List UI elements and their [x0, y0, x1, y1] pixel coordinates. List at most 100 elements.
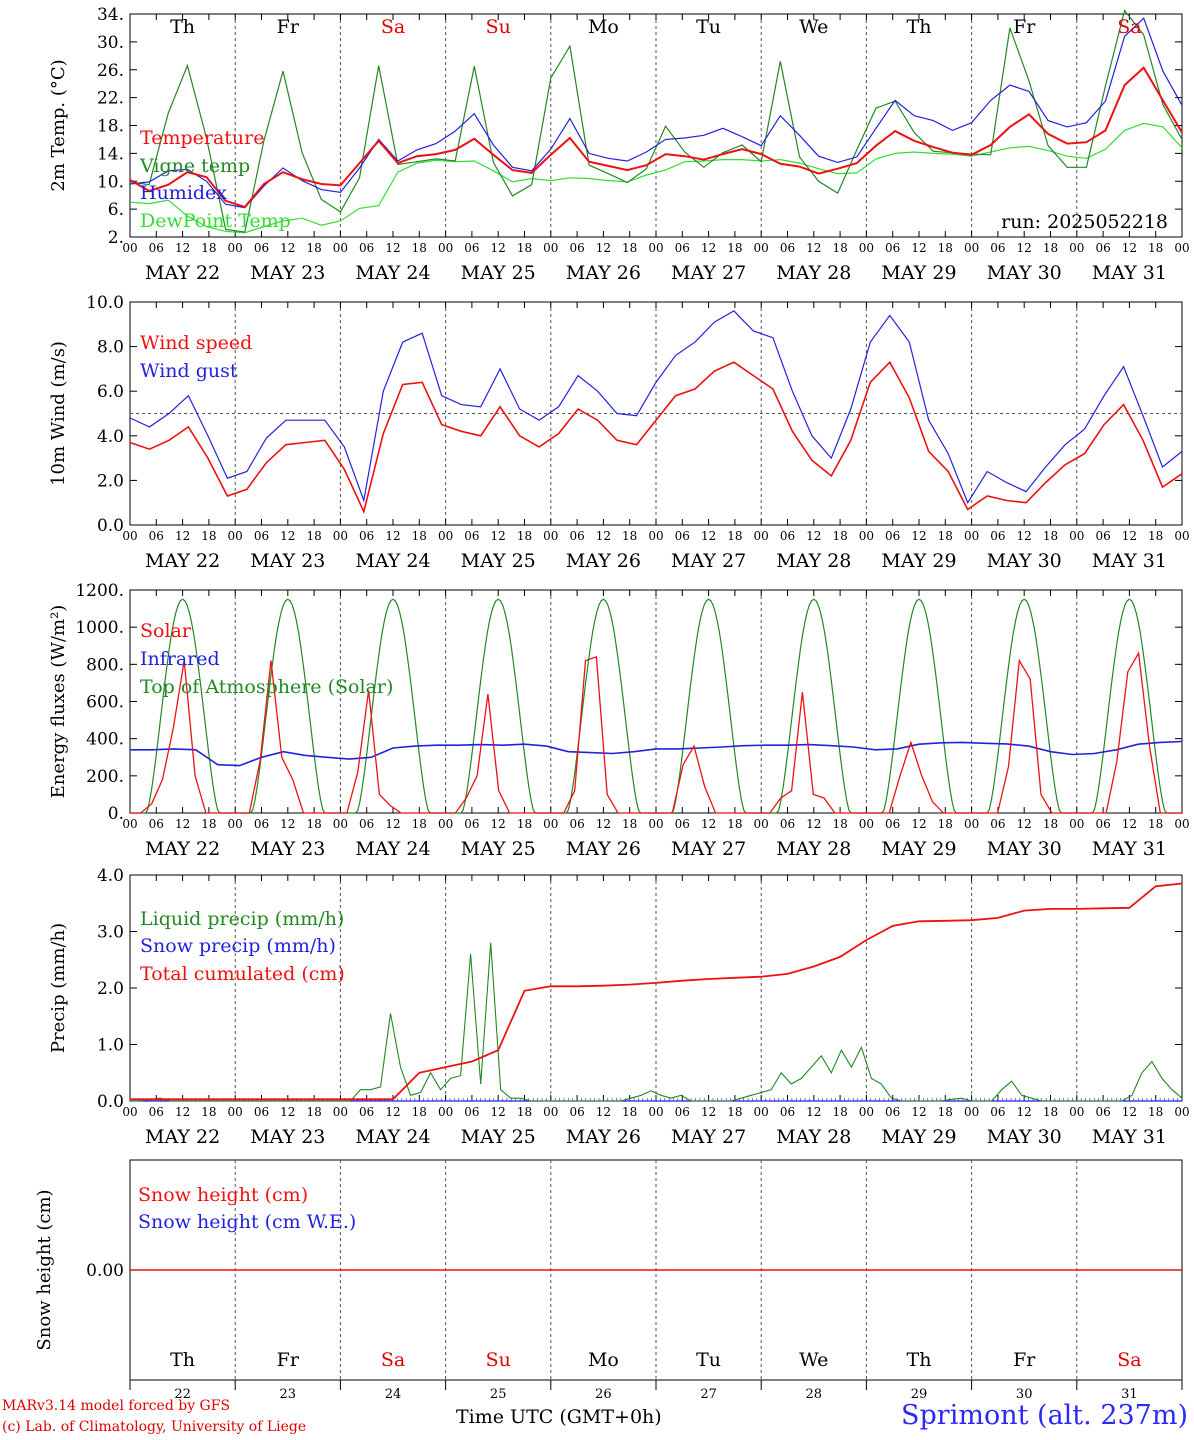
hour-tick-label: 06 — [780, 1105, 795, 1119]
series-line — [130, 740, 1183, 767]
day-name: Mo — [588, 16, 619, 38]
date-label: MAY 29 — [881, 1126, 956, 1148]
hour-tick-label: 18 — [727, 529, 742, 543]
hour-tick-label: 00 — [1174, 529, 1189, 543]
hour-tick-label: 18 — [201, 241, 216, 255]
y-axis-label: Precip (mm/h) — [48, 923, 69, 1053]
hour-tick-label: 18 — [727, 1105, 742, 1119]
y-tick-label: 2.0 — [97, 471, 124, 491]
day-number-label: 22 — [174, 1387, 191, 1402]
hour-tick-label: 12 — [596, 529, 611, 543]
hour-tick-label: 18 — [1148, 1105, 1163, 1119]
hour-tick-label: 06 — [359, 529, 374, 543]
hour-tick-label: 00 — [543, 241, 558, 255]
date-label: MAY 29 — [881, 838, 956, 860]
date-label: MAY 23 — [250, 838, 325, 860]
hour-tick-label: 12 — [806, 817, 821, 831]
legend-entry: DewPoint Temp — [140, 210, 291, 232]
day-name: Fr — [1013, 1349, 1036, 1371]
copyright-credit: (c) Lab. of Climatology, University of L… — [2, 1419, 307, 1435]
day-name: Th — [907, 16, 932, 38]
hour-tick-label: 18 — [727, 241, 742, 255]
hour-tick-label: 06 — [1095, 241, 1110, 255]
hour-tick-label: 00 — [754, 1105, 769, 1119]
hour-tick-label: 06 — [149, 817, 164, 831]
hour-tick-label: 18 — [832, 1105, 847, 1119]
hour-tick-label: 00 — [438, 817, 453, 831]
day-number-label: 31 — [1121, 1387, 1138, 1402]
legend-entry: Infrared — [140, 648, 220, 670]
date-label: MAY 29 — [881, 550, 956, 572]
hour-tick-label: 00 — [228, 241, 243, 255]
day-name: Fr — [277, 16, 300, 38]
hour-tick-label: 00 — [964, 529, 979, 543]
hour-tick-label: 06 — [254, 241, 269, 255]
y-tick-label: 26. — [97, 61, 124, 81]
hour-tick-label: 00 — [964, 1105, 979, 1119]
y-tick-label: 8.0 — [97, 338, 124, 358]
y-tick-label: 14. — [97, 144, 124, 164]
date-label: MAY 22 — [145, 1126, 220, 1148]
hour-tick-label: 18 — [412, 529, 427, 543]
hour-tick-label: 06 — [1095, 529, 1110, 543]
day-number-label: 29 — [911, 1387, 928, 1402]
hour-tick-label: 12 — [175, 817, 190, 831]
hour-tick-label: 12 — [385, 817, 400, 831]
hour-tick-label: 18 — [938, 1105, 953, 1119]
hour-tick-label: 12 — [1122, 1105, 1137, 1119]
day-name: Su — [486, 1349, 511, 1371]
y-tick-label: 400. — [86, 730, 124, 750]
hour-tick-label: 18 — [1043, 817, 1058, 831]
location-title: Sprimont (alt. 237m) — [901, 1400, 1188, 1431]
y-tick-label: 6.0 — [97, 382, 124, 402]
hour-tick-label: 18 — [201, 1105, 216, 1119]
hour-tick-label: 00 — [1174, 241, 1189, 255]
hour-tick-label: 18 — [938, 817, 953, 831]
y-axis-label: Energy fluxes (W/m²) — [48, 605, 69, 799]
day-name: Mo — [588, 1349, 619, 1371]
hour-tick-label: 00 — [1174, 1105, 1189, 1119]
hour-tick-label: 12 — [806, 241, 821, 255]
y-tick-label: 30. — [97, 33, 124, 53]
hour-tick-label: 06 — [359, 817, 374, 831]
day-name: Sa — [381, 1349, 405, 1371]
y-tick-label: 800. — [86, 655, 124, 675]
day-name: Th — [170, 1349, 195, 1371]
hour-tick-label: 12 — [701, 529, 716, 543]
hour-tick-label: 18 — [201, 529, 216, 543]
hour-tick-label: 12 — [1122, 241, 1137, 255]
hour-tick-label: 12 — [385, 1105, 400, 1119]
hour-tick-label: 12 — [806, 529, 821, 543]
hour-tick-label: 00 — [1069, 817, 1084, 831]
hour-tick-label: 18 — [201, 817, 216, 831]
hour-tick-label: 12 — [911, 529, 926, 543]
date-label: MAY 31 — [1092, 550, 1167, 572]
hour-tick-label: 00 — [333, 241, 348, 255]
hour-tick-label: 12 — [1122, 529, 1137, 543]
y-tick-label: 22. — [97, 89, 124, 109]
y-tick-label: 18. — [97, 117, 124, 137]
date-label: MAY 25 — [461, 838, 536, 860]
date-label: MAY 30 — [987, 550, 1062, 572]
hour-tick-label: 06 — [780, 241, 795, 255]
day-number-label: 23 — [280, 1387, 297, 1402]
hour-tick-label: 06 — [990, 1105, 1005, 1119]
hour-tick-label: 18 — [622, 817, 637, 831]
date-label: MAY 23 — [250, 1126, 325, 1148]
hour-tick-label: 00 — [964, 817, 979, 831]
hour-tick-label: 06 — [569, 1105, 584, 1119]
hour-tick-label: 06 — [359, 1105, 374, 1119]
hour-tick-label: 12 — [1017, 1105, 1032, 1119]
hour-tick-label: 00 — [438, 529, 453, 543]
hour-tick-label: 00 — [228, 529, 243, 543]
date-label: MAY 28 — [776, 262, 851, 284]
hour-tick-label: 06 — [569, 529, 584, 543]
hour-tick-label: 00 — [122, 1105, 137, 1119]
legend-entry: Snow precip (mm/h) — [140, 935, 336, 957]
day-number-label: 28 — [806, 1387, 823, 1402]
legend-entry: Vigne temp — [139, 155, 250, 177]
date-label: MAY 22 — [145, 838, 220, 860]
hour-tick-label: 06 — [464, 1105, 479, 1119]
hour-tick-label: 12 — [1017, 529, 1032, 543]
hour-tick-label: 00 — [543, 529, 558, 543]
